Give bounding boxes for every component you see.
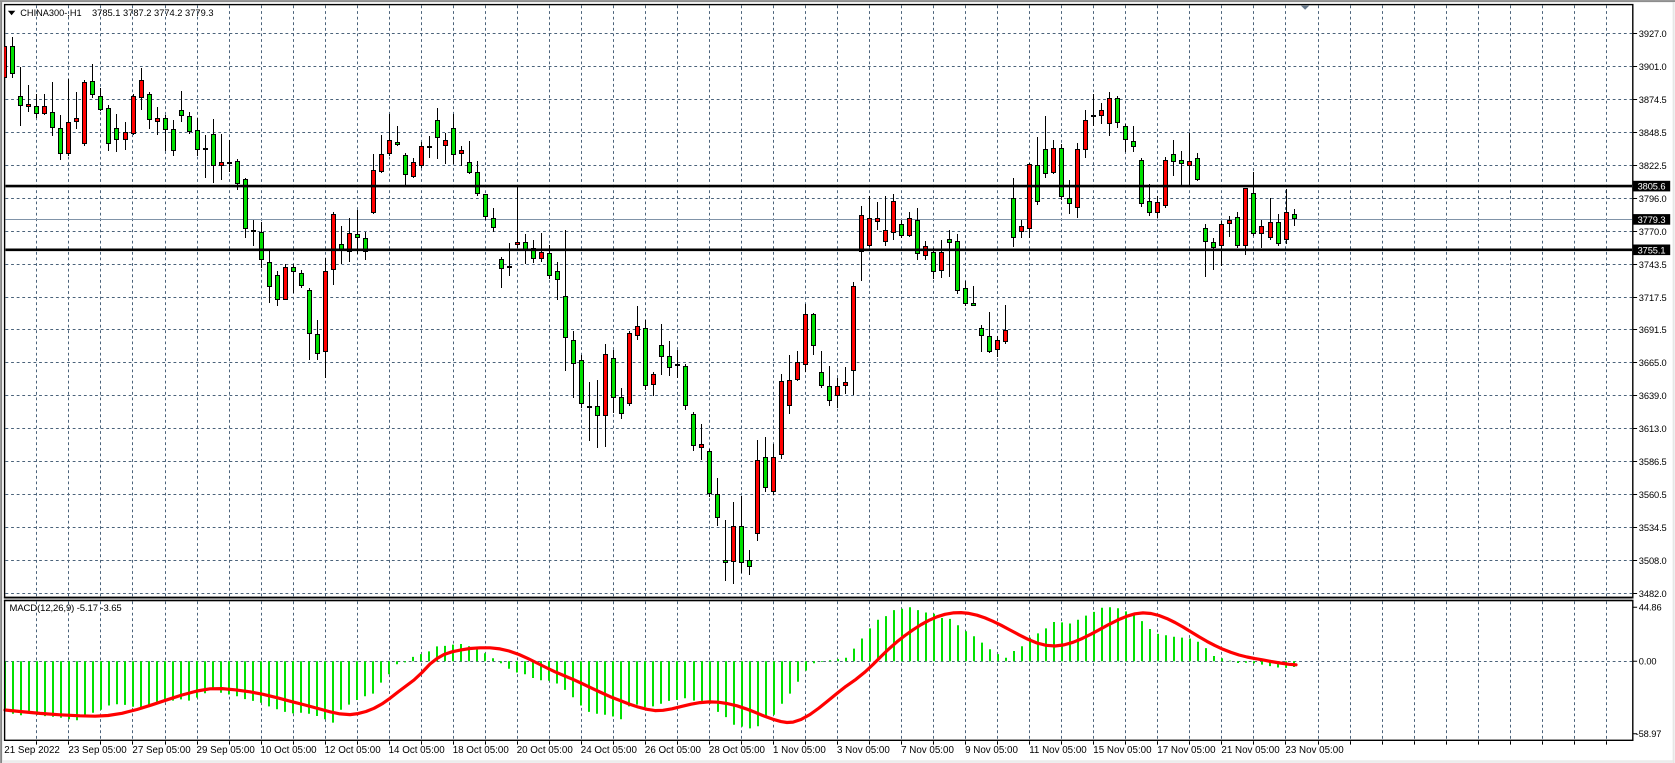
svg-text:3779.3: 3779.3: [1638, 215, 1666, 225]
svg-text:20 Oct 05:00: 20 Oct 05:00: [517, 745, 574, 756]
svg-text:21 Sep 2022: 21 Sep 2022: [4, 745, 60, 756]
svg-text:10 Oct 05:00: 10 Oct 05:00: [261, 745, 318, 756]
svg-text:3508.0: 3508.0: [1639, 556, 1667, 566]
svg-text:26 Oct 05:00: 26 Oct 05:00: [645, 745, 702, 756]
svg-text:3586.5: 3586.5: [1639, 457, 1667, 467]
svg-text:9 Nov 05:00: 9 Nov 05:00: [965, 745, 1018, 756]
svg-text:3560.5: 3560.5: [1639, 490, 1667, 500]
svg-text:29 Sep 05:00: 29 Sep 05:00: [197, 745, 256, 756]
svg-text:3534.5: 3534.5: [1639, 523, 1667, 533]
svg-text:15 Nov 05:00: 15 Nov 05:00: [1093, 745, 1152, 756]
svg-text:11 Nov 05:00: 11 Nov 05:00: [1029, 745, 1087, 756]
svg-text:14 Oct 05:00: 14 Oct 05:00: [389, 745, 446, 756]
svg-text:0.00: 0.00: [1639, 657, 1657, 667]
svg-text:3822.5: 3822.5: [1639, 161, 1667, 171]
svg-text:7 Nov 05:00: 7 Nov 05:00: [901, 745, 954, 756]
svg-text:MACD(12,26,9) -5.17 -3.65: MACD(12,26,9) -5.17 -3.65: [10, 603, 122, 614]
svg-text:3639.0: 3639.0: [1639, 391, 1667, 401]
svg-text:-58.97: -58.97: [1636, 729, 1662, 739]
svg-text:21 Nov 05:00: 21 Nov 05:00: [1221, 745, 1280, 756]
svg-text:3755.1: 3755.1: [1638, 245, 1666, 255]
svg-text:3927.0: 3927.0: [1639, 29, 1667, 39]
svg-text:3848.5: 3848.5: [1639, 128, 1667, 138]
svg-text:18 Oct 05:00: 18 Oct 05:00: [453, 745, 510, 756]
svg-text:3665.0: 3665.0: [1639, 358, 1667, 368]
svg-text:3 Nov 05:00: 3 Nov 05:00: [837, 745, 890, 756]
svg-text:3901.0: 3901.0: [1639, 62, 1667, 72]
svg-text:17 Nov 05:00: 17 Nov 05:00: [1157, 745, 1216, 756]
svg-text:3770.0: 3770.0: [1639, 227, 1667, 237]
svg-text:27 Sep 05:00: 27 Sep 05:00: [132, 745, 191, 756]
svg-text:3717.5: 3717.5: [1639, 293, 1667, 303]
svg-text:3805.6: 3805.6: [1638, 182, 1666, 192]
svg-text:12 Oct 05:00: 12 Oct 05:00: [325, 745, 382, 756]
svg-text:23 Nov 05:00: 23 Nov 05:00: [1285, 745, 1344, 756]
svg-text:3613.0: 3613.0: [1639, 424, 1667, 434]
svg-text:1 Nov 05:00: 1 Nov 05:00: [773, 745, 826, 756]
svg-text:28 Oct 05:00: 28 Oct 05:00: [709, 745, 766, 756]
svg-text:24 Oct 05:00: 24 Oct 05:00: [581, 745, 638, 756]
svg-text:3785.1 3787.2 3774.2 3779.3: 3785.1 3787.2 3774.2 3779.3: [92, 8, 214, 18]
svg-text:3796.0: 3796.0: [1639, 194, 1667, 204]
svg-text:3482.0: 3482.0: [1639, 589, 1667, 599]
svg-text:3874.5: 3874.5: [1639, 95, 1667, 105]
svg-text:23 Sep 05:00: 23 Sep 05:00: [68, 745, 127, 756]
svg-text:3691.5: 3691.5: [1639, 325, 1667, 335]
svg-text:3743.5: 3743.5: [1639, 260, 1667, 270]
svg-text:CHINA300-,H1: CHINA300-,H1: [20, 8, 81, 18]
svg-text:44.86: 44.86: [1639, 603, 1662, 613]
